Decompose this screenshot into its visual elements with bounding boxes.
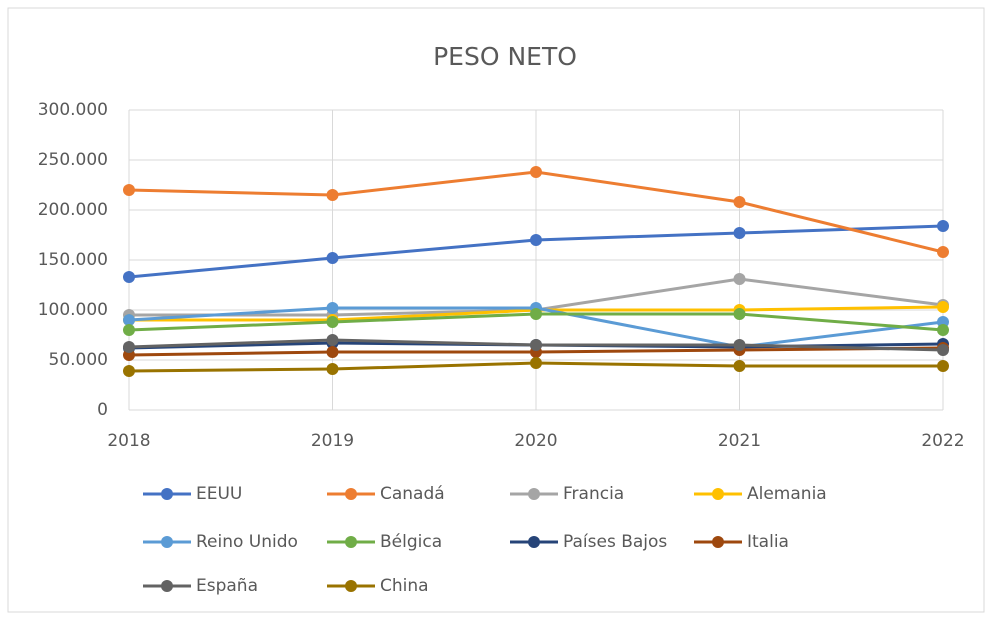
legend-label: Países Bajos — [563, 532, 667, 552]
legend-label: EEUU — [196, 484, 242, 504]
data-point — [326, 316, 339, 328]
data-point — [123, 324, 135, 336]
data-point — [326, 302, 339, 314]
x-tick-label: 2019 — [311, 431, 354, 451]
data-point — [123, 365, 135, 377]
legend-marker — [528, 536, 540, 548]
legend-marker — [345, 488, 357, 500]
legend-label: Alemania — [747, 484, 827, 504]
y-tick-label: 0 — [97, 400, 108, 420]
data-point — [937, 301, 949, 313]
legend-marker — [712, 536, 724, 548]
legend-marker — [712, 488, 724, 500]
data-point — [937, 324, 949, 336]
legend-marker — [161, 488, 173, 500]
data-point — [937, 246, 949, 258]
data-point — [733, 339, 746, 351]
data-point — [733, 308, 746, 320]
legend-label: España — [196, 576, 258, 596]
data-point — [123, 341, 135, 353]
chart-title: PESO NETO — [433, 42, 577, 71]
data-point — [937, 360, 949, 372]
y-tick-label: 50.000 — [49, 350, 108, 370]
legend-label: Francia — [563, 484, 624, 504]
x-tick-label: 2020 — [514, 431, 557, 451]
x-tick-label: 2022 — [921, 431, 964, 451]
legend-label: China — [380, 576, 429, 596]
data-point — [326, 252, 339, 264]
data-point — [326, 346, 339, 358]
legend-label: Reino Unido — [196, 532, 298, 552]
y-tick-label: 100.000 — [38, 300, 108, 320]
data-point — [733, 360, 746, 372]
data-point — [326, 363, 339, 375]
legend-marker — [161, 536, 173, 548]
data-point — [733, 273, 746, 285]
legend-label: Bélgica — [380, 532, 442, 552]
data-point — [937, 344, 949, 356]
data-point — [123, 184, 135, 196]
data-point — [123, 271, 135, 283]
data-point — [326, 189, 339, 201]
data-point — [530, 166, 542, 178]
legend-marker — [345, 580, 357, 592]
data-point — [530, 357, 542, 369]
y-tick-label: 200.000 — [38, 200, 108, 220]
data-point — [733, 196, 746, 208]
y-tick-label: 150.000 — [38, 250, 108, 270]
data-point — [530, 308, 542, 320]
legend-marker — [161, 580, 173, 592]
x-tick-label: 2021 — [718, 431, 761, 451]
data-point — [123, 314, 135, 326]
data-point — [733, 227, 746, 239]
x-tick-label: 2018 — [107, 431, 150, 451]
data-point — [530, 339, 542, 351]
y-tick-label: 300.000 — [38, 100, 108, 120]
legend-marker — [528, 488, 540, 500]
legend-label: Italia — [747, 532, 789, 552]
data-point — [530, 234, 542, 246]
y-tick-label: 250.000 — [38, 150, 108, 170]
legend-label: Canadá — [380, 484, 445, 504]
data-point — [937, 220, 949, 232]
legend-marker — [345, 536, 357, 548]
data-point — [326, 334, 339, 346]
